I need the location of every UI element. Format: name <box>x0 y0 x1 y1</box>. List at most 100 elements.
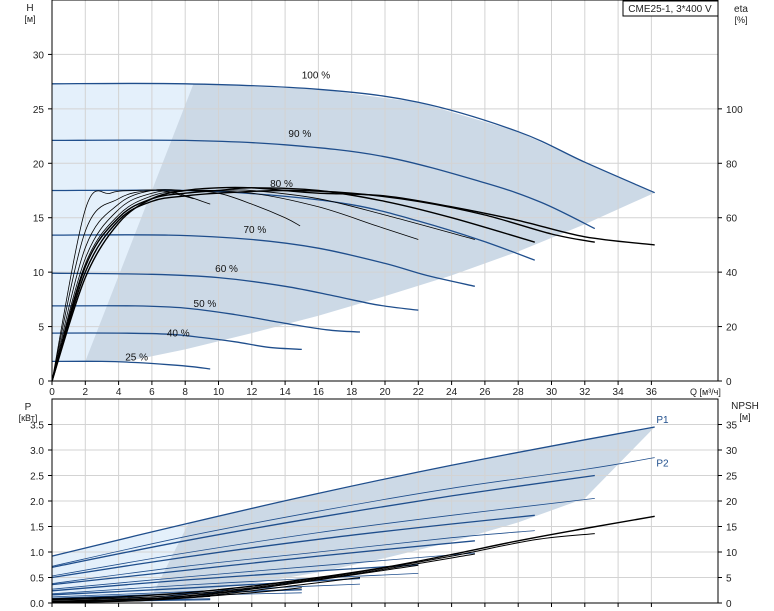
power-series-label: P2 <box>656 458 669 469</box>
p2-curve <box>51 573 419 595</box>
top-operating-regions <box>52 83 655 362</box>
npsh-curves <box>51 515 655 603</box>
power-series-label: P1 <box>656 415 669 426</box>
y-right-tick-label: 35 <box>726 421 738 432</box>
x-tick-label: 14 <box>280 387 292 398</box>
npsh-axis-label: NPSH <box>731 401 759 412</box>
p2-curves <box>51 457 655 603</box>
y-left-tick-label: 3.0 <box>30 446 44 457</box>
y-right-tick-label: 20 <box>726 323 738 334</box>
efficiency-curve <box>51 186 655 382</box>
efficiency-curve <box>51 188 301 382</box>
p1-curve <box>51 514 535 579</box>
p2-curve <box>51 498 595 577</box>
power-region <box>52 427 655 602</box>
y-right-tick-label: 15 <box>726 523 738 534</box>
y-right-tick-label: 0 <box>726 377 732 388</box>
model-label: CME25-1, 3*400 V <box>628 4 712 15</box>
p2-curve <box>51 530 535 584</box>
speed-label: 90 % <box>288 129 311 140</box>
top-plot-frame <box>51 0 719 382</box>
light-region <box>52 83 194 362</box>
p1-curve <box>51 577 361 596</box>
y-right-tick-label: 20 <box>726 497 738 508</box>
head-curve <box>51 332 302 351</box>
p1-curve <box>51 426 655 557</box>
npsh-axis-unit: [м] <box>739 412 750 422</box>
p2-curve <box>51 583 361 598</box>
speed-label: 50 % <box>194 299 217 310</box>
x-tick-label: 0 <box>49 387 55 398</box>
head-curve <box>51 82 655 194</box>
npsh-curve <box>51 533 595 601</box>
bottom-plot-frame <box>51 398 719 604</box>
speed-label: 80 % <box>270 179 293 190</box>
npsh-curve <box>51 515 655 600</box>
bottom-grid <box>51 398 718 604</box>
x-tick-label: 10 <box>213 387 225 398</box>
x-tick-label: 26 <box>479 387 491 398</box>
y-left-tick-label: 5 <box>38 323 44 334</box>
y-right-tick-label: 25 <box>726 472 738 483</box>
y-left-tick-label: 30 <box>33 50 45 61</box>
x-tick-label: 18 <box>346 387 358 398</box>
y-right-tick-label: 100 <box>726 105 743 116</box>
efficiency-curve <box>51 189 194 382</box>
top-axis-ticks: 0 2 4 6 8 10 12 14 16 18 20 22 24 26 28 30 32 34 360510152… <box>33 50 743 398</box>
operating-region <box>52 83 655 362</box>
y-left-tick-label: 0 <box>38 377 44 388</box>
x-tick-label: 16 <box>313 387 325 398</box>
head-curve <box>51 360 211 370</box>
model-label-box <box>622 0 719 17</box>
p1-curves <box>51 426 655 603</box>
y-right-tick-label: 10 <box>726 548 738 559</box>
y-left-tick-label: 20 <box>33 159 45 170</box>
x-tick-label: 2 <box>83 387 89 398</box>
y-left-tick-label: 1.5 <box>30 523 44 534</box>
x-tick-label: 6 <box>149 387 155 398</box>
efficiency-curve <box>51 189 595 382</box>
speed-label: 40 % <box>167 328 190 339</box>
y-right-tick-label: 60 <box>726 214 738 225</box>
y-left-tick-label: 25 <box>33 105 45 116</box>
x-tick-label: 22 <box>413 387 425 398</box>
y-right-tick-label: 0 <box>726 599 732 610</box>
y-left-tick-label: 3.5 <box>30 421 44 432</box>
p1-curve <box>51 564 419 592</box>
speed-label: 25 % <box>125 352 148 363</box>
x-tick-label: 20 <box>379 387 391 398</box>
y-left-tick-label: 2.5 <box>30 472 44 483</box>
p1-curve <box>51 474 595 568</box>
p2-curve <box>51 552 475 590</box>
power-axis-label: P <box>25 402 32 413</box>
npsh-curve <box>51 564 419 602</box>
head-axis-unit: [м] <box>24 14 35 24</box>
flow-axis-label: Q [м³/ч] <box>690 387 721 397</box>
y-right-tick-label: 5 <box>726 574 732 585</box>
speed-labels: 100 % 90 % 80 % 70 % 60 % 50 % 40 % 25 % <box>125 70 330 363</box>
power-series-labels: P1 P2 <box>656 415 669 469</box>
y-left-tick-label: 0.0 <box>30 599 44 610</box>
efficiency-curve <box>51 189 211 382</box>
power-axis-unit: [кВт] <box>19 413 38 423</box>
head-curve <box>51 272 419 311</box>
x-tick-label: 30 <box>546 387 558 398</box>
y-left-tick-label: 2.0 <box>30 497 44 508</box>
y-left-tick-label: 1.0 <box>30 548 44 559</box>
x-tick-label: 12 <box>246 387 258 398</box>
x-tick-label: 4 <box>116 387 122 398</box>
y-right-tick-label: 30 <box>726 446 738 457</box>
efficiency-curves <box>51 186 655 382</box>
head-curve <box>51 234 476 287</box>
speed-label: 100 % <box>302 70 330 81</box>
x-tick-label: 32 <box>579 387 591 398</box>
y-left-tick-label: 15 <box>33 214 45 225</box>
y-right-tick-label: 40 <box>726 268 738 279</box>
p2-curve <box>51 457 655 567</box>
npsh-curve <box>51 577 361 603</box>
p1-curve <box>51 540 475 586</box>
head-curve <box>51 305 361 333</box>
speed-label: 60 % <box>215 264 238 275</box>
head-curve <box>51 139 596 230</box>
